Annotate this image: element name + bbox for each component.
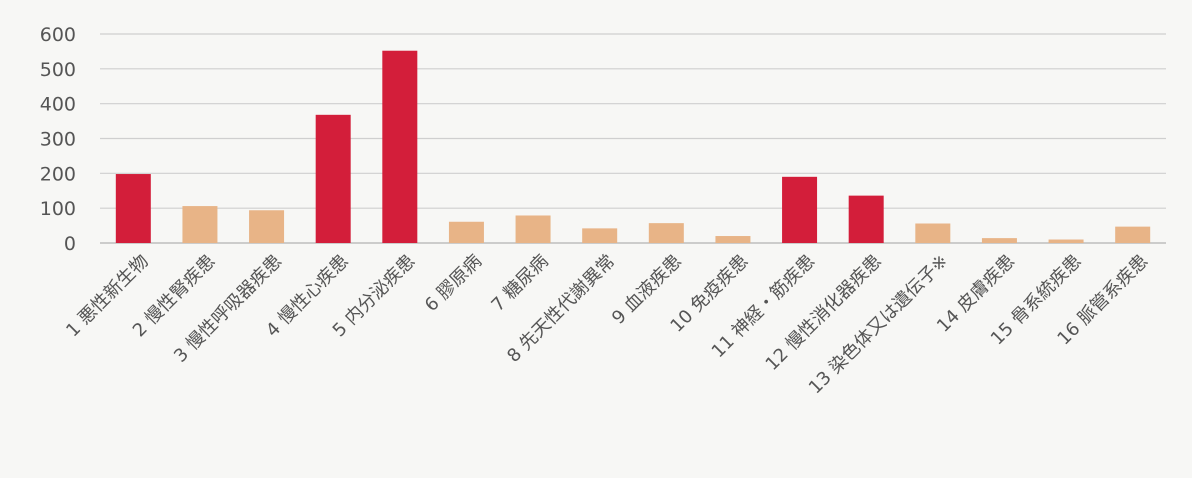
x-tick-label: 6 膠原病: [421, 251, 486, 316]
bar: [249, 210, 285, 243]
y-axis-ticks: 0 100 200 300 400 500 600: [40, 24, 76, 255]
bar: [915, 223, 951, 243]
bar: [981, 238, 1017, 243]
bar: [782, 176, 818, 243]
bar: [1048, 239, 1084, 243]
bar: [382, 50, 418, 243]
y-tick-label: 400: [40, 94, 76, 116]
bar: [1115, 226, 1151, 243]
bar: [182, 206, 218, 243]
x-tick-label: 12 慢性消化器疾患: [762, 251, 886, 375]
bar: [315, 114, 351, 244]
y-tick-label: 500: [40, 59, 76, 81]
bar: [448, 221, 484, 243]
bar: [715, 236, 751, 243]
y-tick-label: 200: [40, 163, 76, 185]
x-tick-label: 7 糖尿病: [487, 251, 552, 316]
y-tick-label: 100: [40, 198, 76, 220]
y-tick-label: 600: [40, 24, 76, 46]
y-tick-label: 300: [40, 129, 76, 151]
bar: [115, 174, 151, 243]
bar: [582, 228, 618, 243]
grid-lines: [100, 33, 1166, 244]
bar: [648, 223, 684, 243]
bars: [115, 50, 1151, 244]
bar: [515, 215, 551, 243]
x-tick-label: 13 染色体又は遺伝子※: [805, 251, 953, 399]
bar: [848, 195, 884, 243]
y-tick-label: 0: [64, 233, 76, 255]
